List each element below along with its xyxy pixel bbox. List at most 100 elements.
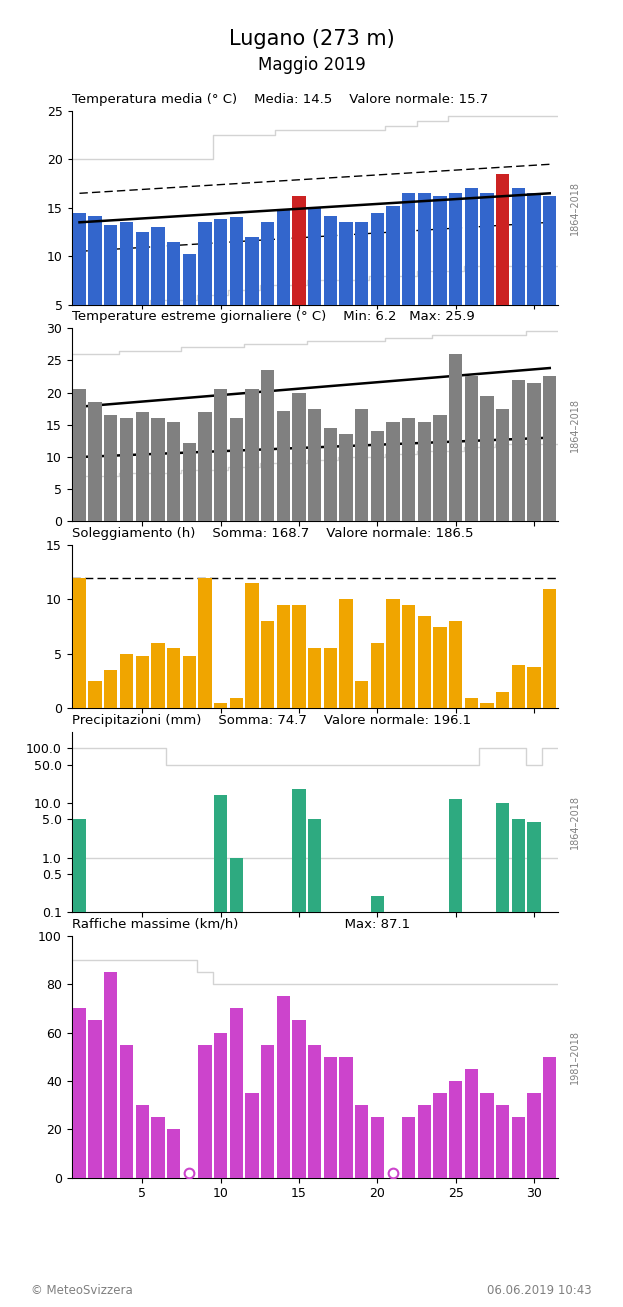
- Bar: [371, 1117, 384, 1178]
- Bar: [136, 412, 149, 521]
- Bar: [229, 857, 243, 1307]
- Bar: [402, 418, 416, 521]
- Bar: [340, 434, 353, 521]
- Bar: [402, 193, 416, 353]
- Bar: [229, 1009, 243, 1178]
- Bar: [386, 422, 400, 521]
- Bar: [198, 412, 212, 521]
- Bar: [214, 389, 227, 521]
- Bar: [104, 225, 118, 353]
- Bar: [104, 670, 118, 708]
- Text: Temperatura media (° C)    Media: 14.5    Valore normale: 15.7: Temperatura media (° C) Media: 14.5 Valo…: [72, 93, 488, 106]
- Bar: [277, 410, 290, 521]
- Bar: [434, 196, 447, 353]
- Bar: [136, 1106, 149, 1178]
- Bar: [323, 648, 337, 708]
- Bar: [528, 193, 541, 353]
- Text: 1864–2018: 1864–2018: [570, 397, 580, 452]
- Bar: [543, 196, 556, 353]
- Bar: [292, 392, 306, 521]
- Bar: [355, 1106, 368, 1178]
- Bar: [402, 605, 416, 708]
- Bar: [511, 665, 525, 708]
- Bar: [496, 174, 510, 353]
- Bar: [183, 656, 196, 708]
- Bar: [417, 422, 431, 521]
- Bar: [151, 418, 164, 521]
- Text: Precipitazioni (mm)    Somma: 74.7    Valore normale: 196.1: Precipitazioni (mm) Somma: 74.7 Valore n…: [72, 714, 471, 727]
- Bar: [292, 1021, 306, 1178]
- Bar: [229, 418, 243, 521]
- Bar: [73, 389, 86, 521]
- Bar: [449, 1081, 462, 1178]
- Bar: [340, 1057, 353, 1178]
- Bar: [449, 799, 462, 1307]
- Bar: [151, 1117, 164, 1178]
- Bar: [292, 196, 306, 353]
- Bar: [449, 621, 462, 708]
- Bar: [120, 222, 133, 353]
- Bar: [543, 376, 556, 521]
- Text: Maggio 2019: Maggio 2019: [258, 56, 365, 74]
- Bar: [183, 443, 196, 521]
- Bar: [496, 693, 510, 708]
- Bar: [88, 1021, 102, 1178]
- Bar: [261, 621, 274, 708]
- Bar: [104, 972, 118, 1178]
- Bar: [73, 819, 86, 1307]
- Bar: [261, 370, 274, 521]
- Bar: [229, 217, 243, 353]
- Bar: [434, 627, 447, 708]
- Bar: [417, 193, 431, 353]
- Bar: [261, 1044, 274, 1178]
- Bar: [73, 578, 86, 708]
- Bar: [511, 1117, 525, 1178]
- Bar: [340, 600, 353, 708]
- Bar: [528, 1093, 541, 1178]
- Bar: [386, 207, 400, 353]
- Bar: [371, 643, 384, 708]
- Bar: [511, 819, 525, 1307]
- Bar: [198, 578, 212, 708]
- Text: Raffiche massime (km/h)                         Max: 87.1: Raffiche massime (km/h) Max: 87.1: [72, 918, 410, 931]
- Bar: [136, 656, 149, 708]
- Bar: [340, 222, 353, 353]
- Bar: [511, 379, 525, 521]
- Bar: [355, 222, 368, 353]
- Bar: [449, 354, 462, 521]
- Bar: [120, 654, 133, 708]
- Bar: [355, 681, 368, 708]
- Bar: [496, 409, 510, 521]
- Bar: [323, 1057, 337, 1178]
- Bar: [120, 418, 133, 521]
- Bar: [308, 208, 321, 353]
- Bar: [198, 1044, 212, 1178]
- Text: 06.06.2019 10:43: 06.06.2019 10:43: [487, 1283, 592, 1297]
- Bar: [261, 222, 274, 353]
- Bar: [543, 588, 556, 708]
- Bar: [214, 795, 227, 1307]
- Bar: [323, 216, 337, 353]
- Bar: [88, 403, 102, 521]
- Bar: [214, 703, 227, 708]
- Bar: [528, 383, 541, 521]
- Bar: [480, 396, 493, 521]
- Bar: [245, 237, 259, 353]
- Bar: [528, 667, 541, 708]
- Bar: [371, 431, 384, 521]
- Bar: [371, 895, 384, 1307]
- Bar: [151, 227, 164, 353]
- Bar: [308, 648, 321, 708]
- Bar: [528, 822, 541, 1307]
- Bar: [465, 698, 478, 708]
- Bar: [167, 1129, 180, 1178]
- Bar: [386, 600, 400, 708]
- Text: Temperature estreme giornaliere (° C)    Min: 6.2   Max: 25.9: Temperature estreme giornaliere (° C) Mi…: [72, 310, 474, 323]
- Bar: [292, 789, 306, 1307]
- Bar: [402, 1117, 416, 1178]
- Bar: [417, 616, 431, 708]
- Bar: [308, 819, 321, 1307]
- Bar: [136, 231, 149, 353]
- Bar: [245, 583, 259, 708]
- Bar: [465, 376, 478, 521]
